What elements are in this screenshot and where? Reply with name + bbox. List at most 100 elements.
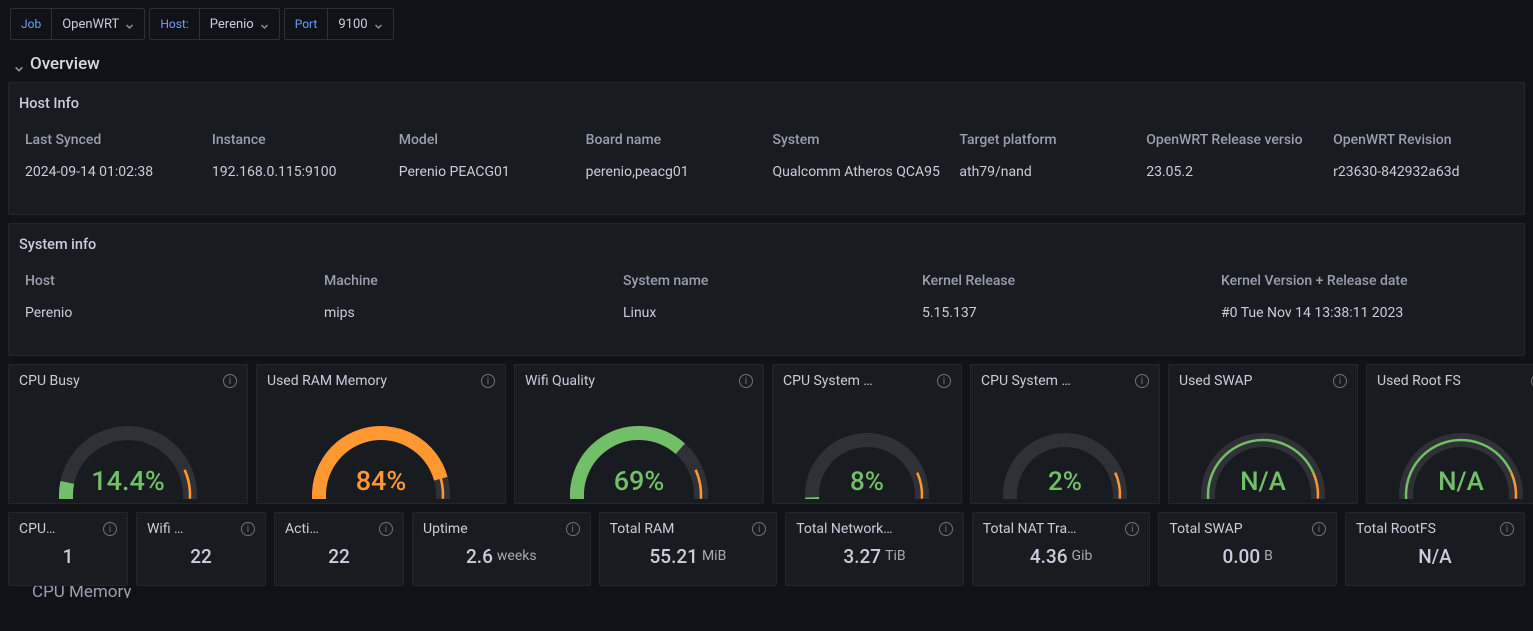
- stat-panel[interactable]: Wifi … i 22: [136, 512, 266, 586]
- panel-host-info: Host Info Last Synced Instance Model Boa…: [8, 82, 1525, 215]
- stat-title: Wifi …: [147, 521, 235, 537]
- filter-host: Host: Perenio: [149, 8, 279, 40]
- stat-title: Total RootFS: [1356, 521, 1494, 537]
- info-icon[interactable]: i: [379, 522, 393, 536]
- filter-port-value: 9100: [338, 17, 367, 32]
- filter-port-select[interactable]: 9100: [328, 17, 392, 32]
- stat-panel[interactable]: Uptime i 2.6weeks: [412, 512, 591, 586]
- stat-header: Wifi … i: [147, 521, 255, 537]
- gauge-panel[interactable]: CPU Busy i 14.4%: [8, 364, 248, 504]
- stat-title: Total Network…: [796, 521, 933, 537]
- system-info-table: Host Machine System name Kernel Release …: [19, 265, 1514, 341]
- stat-value: N/A: [1356, 537, 1514, 575]
- gauge-value: 14.4%: [48, 465, 208, 497]
- stat-panel[interactable]: Total RootFS i N/A: [1345, 512, 1525, 586]
- stat-panel[interactable]: Total NAT Tra… i 4.36Gib: [972, 512, 1151, 586]
- info-icon[interactable]: i: [481, 374, 495, 388]
- gauge-title: Used Root FS: [1377, 373, 1523, 389]
- th: System name: [617, 265, 916, 297]
- gauge-svg: 84%: [301, 409, 461, 499]
- filter-host-select[interactable]: Perenio: [200, 17, 279, 32]
- stat-unit: Gib: [1072, 548, 1093, 564]
- host-info-table: Last Synced Instance Model Board name Sy…: [19, 124, 1514, 200]
- gauge-svg: N/A: [1193, 419, 1333, 499]
- gauge-panel[interactable]: Used RAM Memory i 84%: [256, 364, 506, 504]
- th: System: [767, 124, 954, 156]
- info-icon[interactable]: i: [1500, 522, 1514, 536]
- th: Instance: [206, 124, 393, 156]
- chevron-down-icon: [260, 20, 269, 29]
- gauge-value: 84%: [301, 465, 461, 497]
- info-icon[interactable]: i: [103, 522, 117, 536]
- info-icon[interactable]: i: [566, 522, 580, 536]
- stat-panel[interactable]: Total Network… i 3.27TiB: [785, 512, 964, 586]
- info-icon[interactable]: i: [241, 522, 255, 536]
- filter-job-select[interactable]: OpenWRT: [52, 17, 144, 32]
- table-row: 2024-09-14 01:02:38 192.168.0.115:9100 P…: [19, 156, 1514, 200]
- info-icon[interactable]: i: [1135, 374, 1149, 388]
- filter-job: Job OpenWRT: [10, 8, 145, 40]
- panel-system-info-title: System info: [19, 232, 1514, 265]
- gauge-svg: N/A: [1391, 419, 1531, 499]
- td: Linux: [617, 297, 916, 341]
- info-icon[interactable]: i: [739, 374, 753, 388]
- stat-row: CPU… i 1 Wifi … i 22 Acti… i 22 Uptime i…: [8, 512, 1525, 586]
- info-icon[interactable]: i: [1125, 522, 1139, 536]
- td: Qualcomm Atheros QCA95: [767, 156, 954, 200]
- stat-unit: TiB: [885, 548, 905, 564]
- th: OpenWRT Release versio: [1140, 124, 1327, 156]
- info-icon[interactable]: i: [223, 374, 237, 388]
- th: Last Synced: [19, 124, 206, 156]
- stat-unit: MiB: [702, 548, 726, 564]
- gauge-body: N/A: [1377, 389, 1533, 499]
- stat-panel[interactable]: Total SWAP i 0.00B: [1158, 512, 1337, 586]
- stat-header: CPU… i: [19, 521, 117, 537]
- stat-title: Total NAT Tra…: [983, 521, 1120, 537]
- stat-panel[interactable]: CPU… i 1: [8, 512, 128, 586]
- gauge-panel[interactable]: CPU System … i 8%: [772, 364, 962, 504]
- gauge-header: Used Root FS i: [1377, 373, 1533, 389]
- table-header-row: Host Machine System name Kernel Release …: [19, 265, 1514, 297]
- info-icon[interactable]: i: [939, 522, 953, 536]
- gauge-header: CPU Busy i: [19, 373, 237, 389]
- info-icon[interactable]: i: [1333, 374, 1347, 388]
- stat-value: 4.36Gib: [983, 537, 1140, 575]
- row-toggle-cpu-memory[interactable]: CPU Memory: [8, 586, 1525, 598]
- stat-panel[interactable]: Total RAM i 55.21MiB: [599, 512, 778, 586]
- gauge-header: CPU System … i: [981, 373, 1149, 389]
- th: Host: [19, 265, 318, 297]
- th: OpenWRT Revision: [1327, 124, 1514, 156]
- info-icon[interactable]: i: [1312, 522, 1326, 536]
- info-icon[interactable]: i: [752, 522, 766, 536]
- gauge-title: CPU Busy: [19, 373, 215, 389]
- td: Perenio: [19, 297, 318, 341]
- td: 23.05.2: [1140, 156, 1327, 200]
- gauge-value: 69%: [559, 465, 719, 497]
- gauge-title: Used RAM Memory: [267, 373, 473, 389]
- row-toggle-overview[interactable]: Overview: [8, 50, 1525, 82]
- th: Kernel Release: [916, 265, 1215, 297]
- th: Machine: [318, 265, 617, 297]
- gauge-header: Wifi Quality i: [525, 373, 753, 389]
- stat-panel[interactable]: Acti… i 22: [274, 512, 404, 586]
- stat-value: 22: [285, 537, 393, 575]
- td: ath79/nand: [953, 156, 1140, 200]
- table-header-row: Last Synced Instance Model Board name Sy…: [19, 124, 1514, 156]
- stat-value: 1: [19, 537, 117, 575]
- stat-value: 22: [147, 537, 255, 575]
- table-row: Perenio mips Linux 5.15.137 #0 Tue Nov 1…: [19, 297, 1514, 341]
- stat-value: 3.27TiB: [796, 537, 953, 575]
- gauge-panel[interactable]: CPU System … i 2%: [970, 364, 1160, 504]
- gauge-panel[interactable]: Used SWAP i N/A: [1168, 364, 1358, 504]
- row-title-text: Overview: [30, 54, 100, 74]
- th: Board name: [580, 124, 767, 156]
- chevron-down-icon: [14, 59, 24, 69]
- gauge-panel[interactable]: Used Root FS i N/A: [1366, 364, 1533, 504]
- gauge-panel[interactable]: Wifi Quality i 69%: [514, 364, 764, 504]
- variable-filter-bar: Job OpenWRT Host: Perenio Port 9100: [8, 4, 1525, 50]
- stat-header: Total NAT Tra… i: [983, 521, 1140, 537]
- gauge-value: 8%: [797, 467, 937, 497]
- stat-value: 2.6weeks: [423, 537, 580, 575]
- info-icon[interactable]: i: [937, 374, 951, 388]
- stat-title: Uptime: [423, 521, 560, 537]
